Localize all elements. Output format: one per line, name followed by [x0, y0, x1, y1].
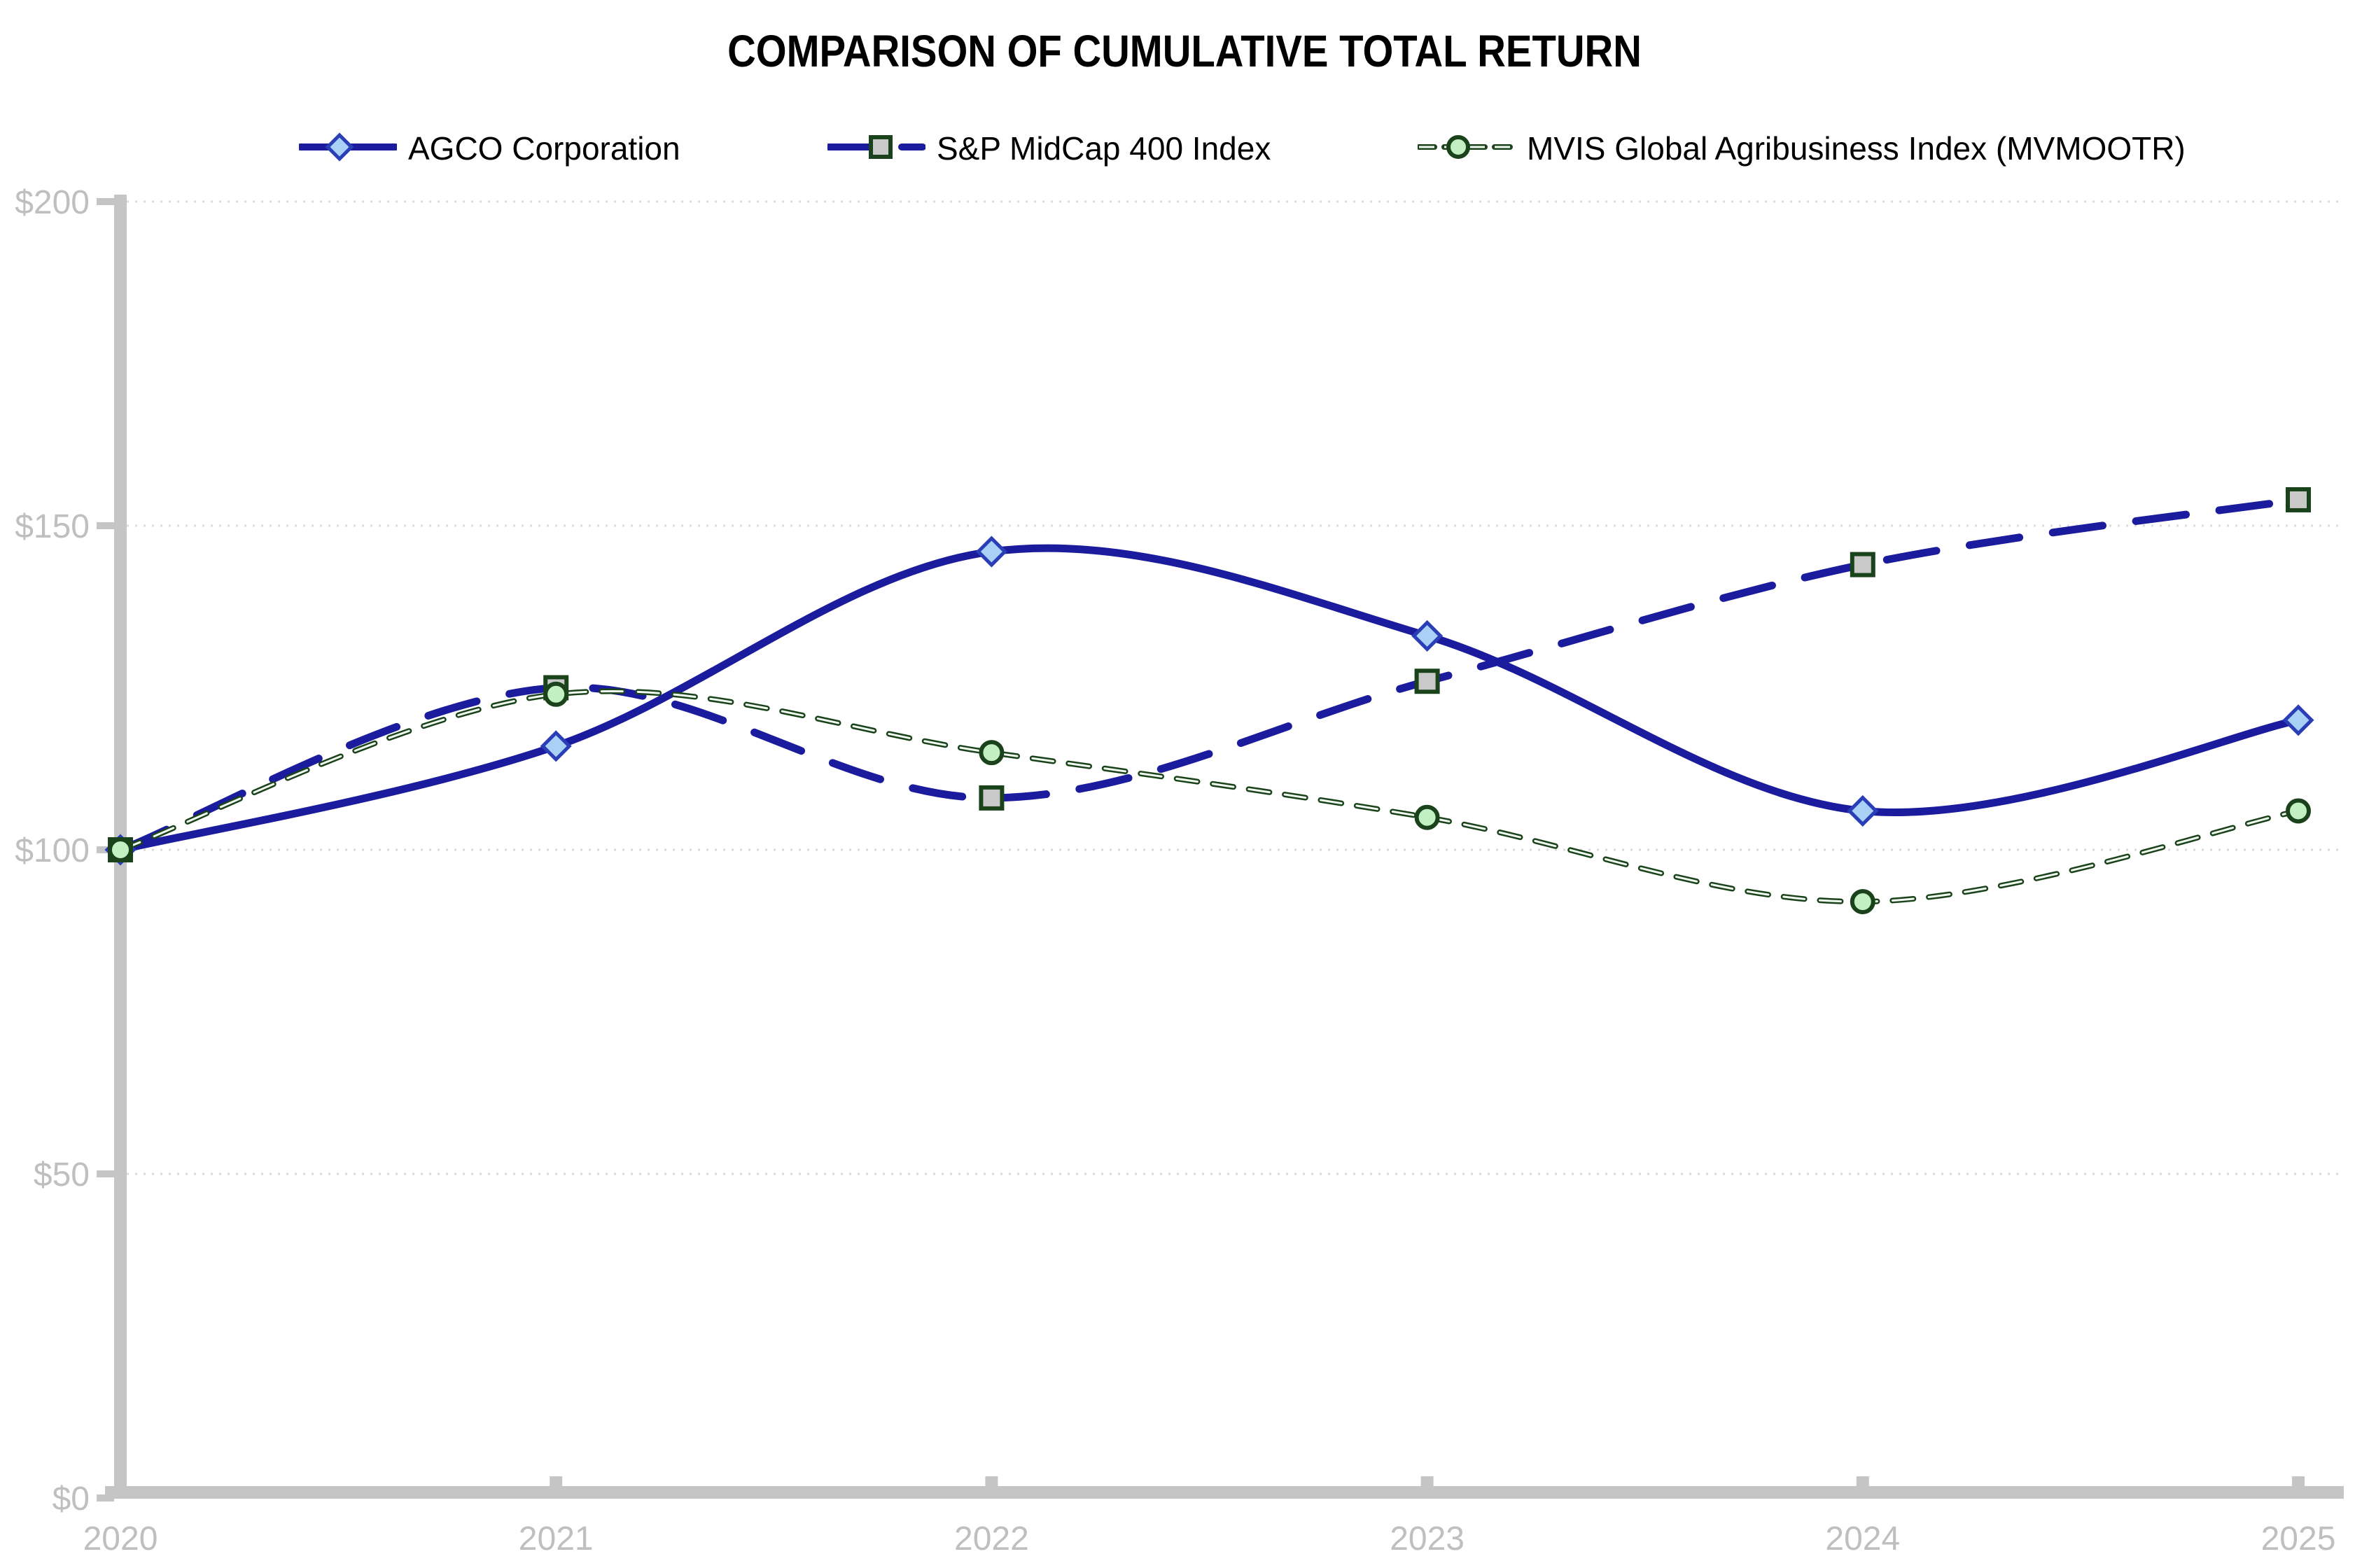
x-axis-tick — [1856, 1476, 1869, 1487]
agco-solid-line-diamond-swatch-icon — [297, 130, 399, 167]
legend-label-agco: AGCO Corporation — [408, 130, 680, 167]
legend-label-sp-midcap-400: S&P MidCap 400 Index — [937, 130, 1271, 167]
y-axis-label: $200 — [15, 184, 90, 221]
x-axis-label: 2021 — [519, 1520, 594, 1558]
y-axis-tick — [97, 198, 114, 205]
diamond-marker — [1847, 794, 1879, 827]
y-axis-label: $0 — [53, 1480, 90, 1518]
x-axis-label: 2020 — [83, 1520, 158, 1558]
x-axis-label: 2023 — [1390, 1520, 1465, 1558]
y-axis-tick — [97, 522, 114, 529]
diamond-marker — [2282, 704, 2314, 736]
sp-dashed-line-square-swatch-icon — [825, 130, 926, 167]
x-axis-line — [105, 1486, 2344, 1499]
square-marker — [2286, 486, 2311, 512]
x-axis-tick — [550, 1476, 563, 1487]
series-line-diamond — [116, 544, 2302, 854]
circle-marker — [543, 681, 569, 707]
legend-item-agco: AGCO Corporation — [297, 129, 680, 168]
circle-marker — [979, 740, 1005, 766]
legend-item-mvis-agribusiness: MVIS Global Agribusiness Index (MVMOOTR) — [1416, 129, 2186, 168]
y-axis-label: $50 — [34, 1156, 90, 1194]
legend-item-sp-midcap-400: S&P MidCap 400 Index — [825, 129, 1271, 168]
circle-marker — [1414, 804, 1440, 830]
legend-label-mvis-agribusiness: MVIS Global Agribusiness Index (MVMOOTR) — [1527, 130, 2186, 167]
series-line-core — [119, 690, 2300, 903]
diamond-marker — [540, 730, 572, 762]
square-marker — [979, 785, 1005, 811]
series-line-square — [116, 496, 2302, 854]
series-line-circle — [118, 688, 2301, 905]
square-marker — [1414, 668, 1440, 694]
x-axis-tick — [2292, 1476, 2305, 1487]
square-marker — [1850, 552, 1875, 578]
y-axis-label: $150 — [15, 508, 90, 545]
x-axis-label: 2022 — [954, 1520, 1029, 1558]
circle-marker — [108, 837, 133, 862]
diamond-marker — [1411, 620, 1444, 652]
x-axis-tick — [985, 1476, 998, 1487]
y-axis-tick — [97, 1170, 114, 1177]
mvis-dashed-line-circle-swatch-icon — [1416, 130, 1517, 167]
x-axis-tick — [1420, 1476, 1434, 1487]
circle-marker — [1850, 889, 1875, 915]
x-axis-label: 2024 — [1825, 1520, 1900, 1558]
circle-marker — [2286, 798, 2311, 824]
x-axis-label: 2025 — [2261, 1520, 2336, 1558]
y-axis-label: $100 — [15, 832, 90, 869]
diamond-marker — [975, 536, 1007, 568]
chart-title: COMPARISON OF CUMULATIVE TOTAL RETURN — [727, 26, 1642, 76]
